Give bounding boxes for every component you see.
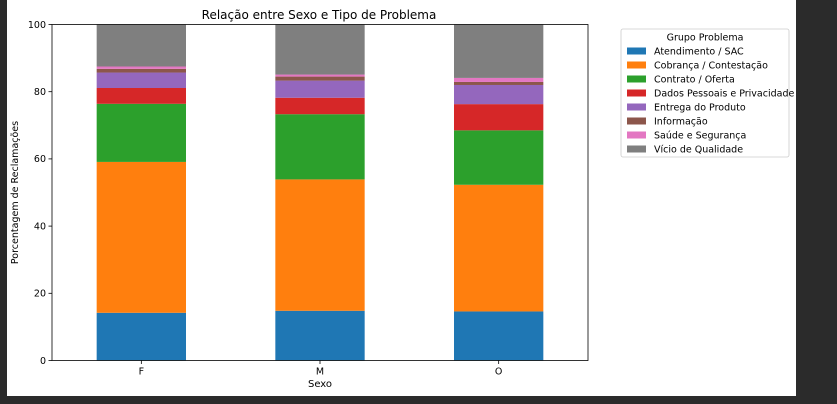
- axes-layer: 0 20 40 60 80 100 F M O: [28, 20, 503, 378]
- bar-segment-o-3: [454, 104, 544, 131]
- bars-layer: [96, 24, 544, 361]
- bar-segment-o-1: [454, 184, 544, 312]
- bar-segment-o-5: [454, 81, 544, 85]
- legend-label: Atendimento / SAC: [654, 47, 744, 58]
- legend-frame: [620, 28, 790, 158]
- legend-items: Atendimento / SAC Cobrança / Contestação C…: [627, 47, 794, 156]
- chart-title: Relação entre Sexo e Tipo de Problema: [202, 8, 437, 22]
- bar-segment-o-2: [454, 130, 544, 185]
- bar-segment-m-7: [275, 24, 365, 75]
- legend-swatch-3: [627, 89, 646, 97]
- y-tick-label: 0: [40, 356, 46, 367]
- x-tick-label: F: [139, 367, 144, 378]
- bar-segment-f-1: [96, 161, 186, 313]
- bar-segment-m-0: [275, 310, 365, 361]
- legend-label: Saúde e Segurança: [654, 131, 746, 142]
- legend-label: Cobrança / Contestação: [654, 61, 768, 72]
- bar-segment-o-7: [454, 24, 544, 78]
- legend-label: Vício de Qualidade: [654, 145, 743, 156]
- y-tick-label: 40: [34, 221, 46, 232]
- legend-swatch-7: [627, 145, 646, 153]
- y-tick-label: 60: [34, 154, 46, 165]
- x-tick-label: M: [316, 367, 324, 378]
- bar-segment-m-6: [275, 74, 365, 77]
- bar-segment-f-0: [96, 312, 186, 361]
- bar-segment-m-2: [275, 114, 365, 180]
- y-tick-label: 20: [34, 289, 46, 300]
- legend-swatch-1: [627, 61, 646, 69]
- legend-swatch-0: [627, 47, 646, 55]
- bar-segment-o-0: [454, 311, 544, 361]
- legend: Grupo Problema Atendimento / SAC Cobrança…: [620, 28, 794, 158]
- legend-label: Entrega do Produto: [654, 103, 746, 114]
- legend-swatch-6: [627, 131, 646, 139]
- bar-segment-m-5: [275, 76, 365, 81]
- y-tick-label: 100: [28, 20, 46, 31]
- bar-segment-o-6: [454, 77, 544, 82]
- legend-label: Contrato / Oferta: [654, 75, 735, 86]
- stacked-bar-chart: Relação entre Sexo e Tipo de Problema 0 2…: [10, 8, 794, 390]
- x-axis-label: Sexo: [308, 379, 332, 390]
- y-axis-label: Porcentagem de Reclamações: [10, 121, 21, 264]
- legend-swatch-4: [627, 103, 646, 111]
- legend-swatch-2: [627, 75, 646, 83]
- legend-label: Informação: [654, 117, 708, 128]
- bar-segment-f-5: [96, 68, 186, 73]
- bar-segment-m-1: [275, 179, 365, 311]
- legend-swatch-5: [627, 117, 646, 125]
- bar-segment-m-4: [275, 80, 365, 98]
- bar-segment-f-3: [96, 88, 186, 104]
- legend-title: Grupo Problema: [667, 33, 744, 44]
- x-tick-label: O: [495, 367, 502, 378]
- bar-segment-f-6: [96, 66, 186, 69]
- bar-segment-m-3: [275, 97, 365, 115]
- bar-segment-f-2: [96, 103, 186, 162]
- legend-label: Dados Pessoais e Privacidade: [654, 89, 794, 100]
- y-tick-label: 80: [34, 87, 46, 98]
- bar-segment-f-7: [96, 24, 186, 67]
- chart-figure: Relação entre Sexo e Tipo de Problema 0 2…: [7, 0, 796, 396]
- bar-segment-f-4: [96, 72, 186, 89]
- bar-segment-o-4: [454, 84, 544, 105]
